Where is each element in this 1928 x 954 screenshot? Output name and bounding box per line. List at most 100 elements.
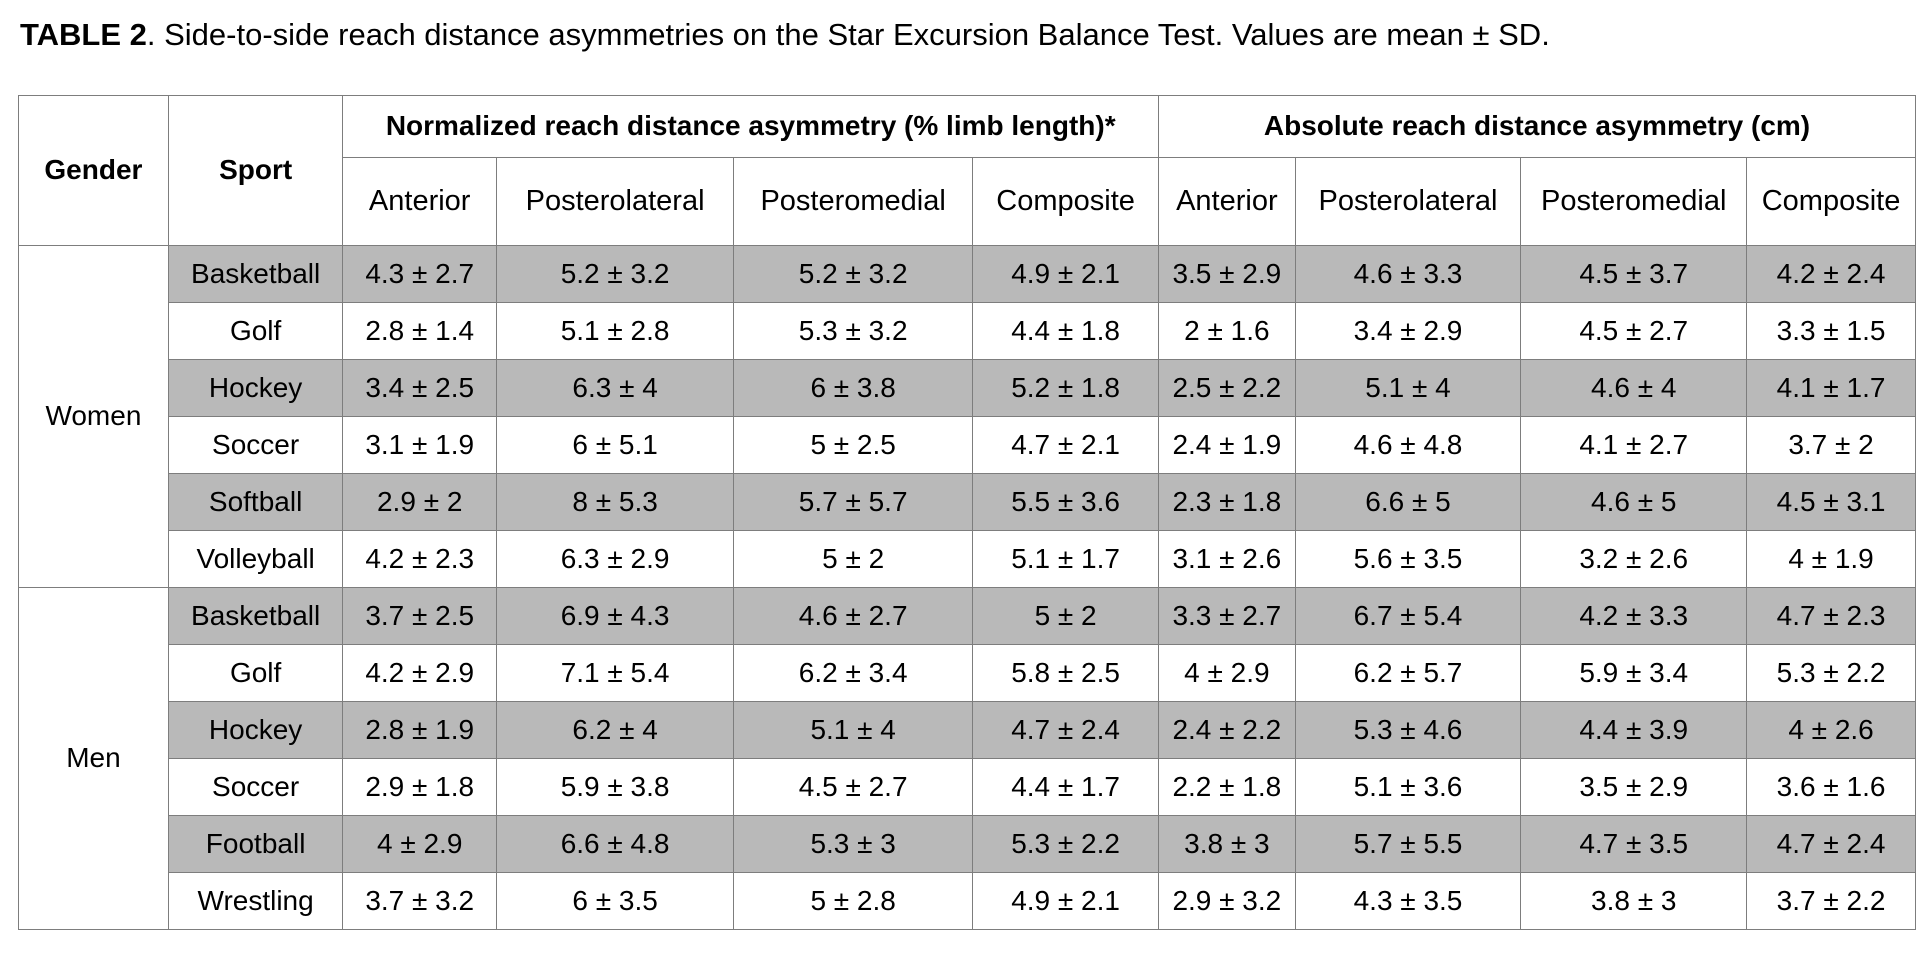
value-cell: 2.5 ± 2.2: [1158, 358, 1296, 417]
value-cell: 4.6 ± 4: [1520, 358, 1748, 417]
table-row: Men Basketball 3.7 ± 2.5 6.9 ± 4.3 4.6 ± 2.7…: [18, 586, 1916, 930]
value-cell: 5.3 ± 3: [733, 814, 974, 873]
table-row: Women Basketball 4.3 ± 2.7 5.2 ± 3.2 5.2 ± 3…: [18, 244, 1916, 588]
table-caption-label: TABLE 2: [20, 17, 147, 52]
column-header-normalized-composite: Composite: [972, 156, 1160, 246]
gender-cell: Men: [18, 586, 169, 930]
sport-cell: Softball: [167, 472, 344, 531]
sport-cell: Volleyball: [167, 529, 344, 588]
column-header-gender: Gender: [18, 94, 169, 246]
sport-cell: Basketball: [167, 244, 344, 303]
value-cell: 4.5 ± 2.7: [1520, 301, 1748, 360]
group-header-row: Gender Sport Normalized reach distance a…: [18, 94, 1916, 246]
value-cell: 2.2 ± 1.8: [1158, 757, 1296, 816]
value-cell: 4.7 ± 2.4: [1746, 814, 1916, 873]
value-cell: 6.2 ± 3.4: [733, 643, 974, 702]
value-cell: 5 ± 2.5: [733, 415, 974, 474]
value-cell: 3.1 ± 1.9: [342, 415, 498, 474]
value-cell: 3.7 ± 2: [1746, 415, 1916, 474]
value-cell: 4 ± 2.9: [1158, 643, 1296, 702]
table-caption-text: . Side-to-side reach distance asymmetrie…: [146, 17, 1550, 52]
value-cell: 4.7 ± 2.4: [972, 700, 1160, 759]
value-cell: 4.7 ± 3.5: [1520, 814, 1748, 873]
value-cell: 2.9 ± 2: [342, 472, 498, 531]
value-cell: 4.3 ± 2.7: [342, 244, 498, 303]
value-cell: 5.3 ± 3.2: [733, 301, 974, 360]
value-cell: 4.1 ± 1.7: [1746, 358, 1916, 417]
value-cell: 2.8 ± 1.4: [342, 301, 498, 360]
value-cell: 5.3 ± 2.2: [972, 814, 1160, 873]
value-cell: 5.3 ± 4.6: [1294, 700, 1522, 759]
table-caption: TABLE 2. Side-to-side reach distance asy…: [20, 16, 1914, 55]
value-cell: 4.4 ± 1.7: [972, 757, 1160, 816]
value-cell: 2.3 ± 1.8: [1158, 472, 1296, 531]
sport-cell: Hockey: [167, 700, 344, 759]
column-header-normalized-posteromedial: Posteromedial: [733, 156, 974, 246]
value-cell: 6.2 ± 4: [496, 700, 735, 759]
value-cell: 4.7 ± 2.1: [972, 415, 1160, 474]
value-cell: 6 ± 3.5: [496, 871, 735, 930]
sport-cell: Soccer: [167, 415, 344, 474]
value-cell: 4.6 ± 3.3: [1294, 244, 1522, 303]
value-cell: 2.9 ± 3.2: [1158, 871, 1296, 930]
value-cell: 4.1 ± 2.7: [1520, 415, 1748, 474]
sport-cell: Hockey: [167, 358, 344, 417]
value-cell: 6.6 ± 5: [1294, 472, 1522, 531]
table-row: Golf 4.2 ± 2.9 7.1 ± 5.4 6.2 ± 3.4 5.8 ± 2.5…: [19, 643, 1916, 702]
value-cell: 4 ± 2.9: [342, 814, 498, 873]
value-cell: 6.7 ± 5.4: [1294, 586, 1522, 645]
value-cell: 4.9 ± 2.1: [972, 244, 1160, 303]
column-header-normalized-anterior: Anterior: [342, 156, 498, 246]
value-cell: 5.7 ± 5.5: [1294, 814, 1522, 873]
sport-cell: Wrestling: [167, 871, 344, 930]
sport-cell: Football: [167, 814, 344, 873]
value-cell: 3.6 ± 1.6: [1746, 757, 1916, 816]
value-cell: 8 ± 5.3: [496, 472, 735, 531]
value-cell: 4.5 ± 3.7: [1520, 244, 1748, 303]
value-cell: 5.5 ± 3.6: [972, 472, 1160, 531]
value-cell: 5.2 ± 3.2: [733, 244, 974, 303]
value-cell: 3.5 ± 2.9: [1158, 244, 1296, 303]
value-cell: 2.8 ± 1.9: [342, 700, 498, 759]
value-cell: 5.7 ± 5.7: [733, 472, 974, 531]
table-row: Soccer 2.9 ± 1.8 5.9 ± 3.8 4.5 ± 2.7 4.4 ± 1…: [19, 757, 1916, 816]
value-cell: 6 ± 5.1: [496, 415, 735, 474]
sport-cell: Soccer: [167, 757, 344, 816]
column-header-normalized-posterolateral: Posterolateral: [496, 156, 735, 246]
value-cell: 4 ± 1.9: [1746, 529, 1916, 588]
value-cell: 4.3 ± 3.5: [1294, 871, 1522, 930]
sport-cell: Basketball: [167, 586, 344, 645]
value-cell: 2.9 ± 1.8: [342, 757, 498, 816]
table-row: Golf 2.8 ± 1.4 5.1 ± 2.8 5.3 ± 3.2 4.4 ± 1.8…: [19, 301, 1916, 360]
sport-cell: Golf: [167, 643, 344, 702]
value-cell: 5.1 ± 4: [733, 700, 974, 759]
value-cell: 4.4 ± 1.8: [972, 301, 1160, 360]
value-cell: 4.2 ± 2.3: [342, 529, 498, 588]
value-cell: 4.2 ± 3.3: [1520, 586, 1748, 645]
value-cell: 4.9 ± 2.1: [972, 871, 1160, 930]
value-cell: 4 ± 2.6: [1746, 700, 1916, 759]
column-group-absolute: Absolute reach distance asymmetry (cm): [1158, 94, 1916, 158]
value-cell: 5 ± 2: [733, 529, 974, 588]
column-group-normalized: Normalized reach distance asymmetry (% l…: [342, 94, 1160, 158]
value-cell: 2.4 ± 1.9: [1158, 415, 1296, 474]
value-cell: 4.6 ± 2.7: [733, 586, 974, 645]
value-cell: 3.4 ± 2.9: [1294, 301, 1522, 360]
sebt-asymmetry-table: Gender Sport Normalized reach distance a…: [18, 94, 1916, 930]
table-body: Women Basketball 4.3 ± 2.7 5.2 ± 3.2 5.2 ± 3…: [18, 244, 1916, 930]
value-cell: 3.3 ± 1.5: [1746, 301, 1916, 360]
value-cell: 5.2 ± 1.8: [972, 358, 1160, 417]
value-cell: 5.2 ± 3.2: [496, 244, 735, 303]
value-cell: 5.1 ± 1.7: [972, 529, 1160, 588]
value-cell: 3.1 ± 2.6: [1158, 529, 1296, 588]
value-cell: 3.5 ± 2.9: [1520, 757, 1748, 816]
value-cell: 4.5 ± 2.7: [733, 757, 974, 816]
value-cell: 4.7 ± 2.3: [1746, 586, 1916, 645]
value-cell: 6.6 ± 4.8: [496, 814, 735, 873]
column-header-absolute-posterolateral: Posterolateral: [1294, 156, 1522, 246]
value-cell: 4.2 ± 2.9: [342, 643, 498, 702]
table-row: Soccer 3.1 ± 1.9 6 ± 5.1 5 ± 2.5 4.7 ± 2.1 2.…: [19, 415, 1916, 474]
